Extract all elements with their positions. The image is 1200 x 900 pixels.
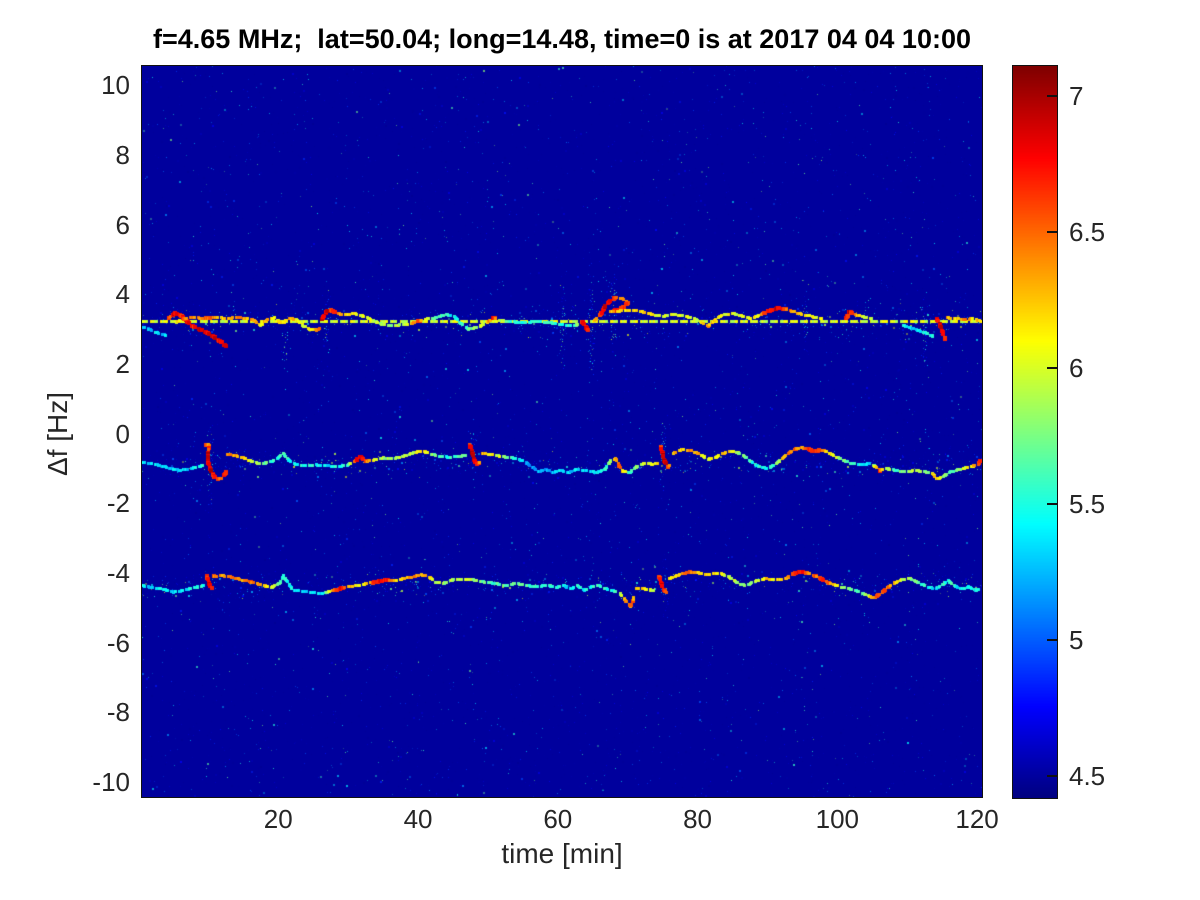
colorbar-tick-mark — [1047, 503, 1057, 506]
y-tick-label: 10 — [101, 70, 130, 101]
colorbar-tick-label: 4.5 — [1069, 761, 1106, 792]
y-tick-label: 6 — [115, 209, 130, 240]
plot-area — [141, 65, 983, 798]
y-tick-label: -10 — [92, 767, 130, 798]
colorbar-tick-mark — [1047, 94, 1057, 97]
x-tick-label: 40 — [403, 804, 433, 834]
colorbar-tick-mark — [1047, 639, 1057, 642]
y-tick-label: -8 — [106, 697, 130, 728]
colorbar-tick-mark — [1047, 230, 1057, 233]
y-tick-label: 4 — [115, 279, 130, 310]
x-tick-label: 80 — [683, 804, 713, 834]
colorbar-tick-label: 6.5 — [1069, 216, 1106, 247]
colorbar-tick-mark — [1047, 367, 1057, 370]
y-tick-label: 2 — [115, 348, 130, 379]
colorbar-tick-label: 6 — [1069, 353, 1084, 384]
plot-title: f=4.65 MHz; lat=50.04; long=14.48, time=… — [153, 24, 971, 54]
y-tick-label: 8 — [115, 139, 130, 170]
y-tick-label: -4 — [106, 557, 130, 588]
colorbar-tick-label: 7 — [1069, 80, 1084, 111]
spectrogram-canvas — [142, 66, 982, 797]
x-tick-label: 20 — [263, 804, 293, 834]
x-axis-label: time [min] — [501, 838, 623, 869]
y-tick-label: 0 — [115, 418, 130, 449]
y-tick-label: -6 — [106, 627, 130, 658]
colorbar-gradient — [1013, 66, 1057, 798]
x-tick-label: 100 — [815, 804, 860, 834]
y-tick-label: -2 — [106, 488, 130, 519]
x-tick-label: 120 — [955, 804, 999, 834]
colorbar-tick-mark — [1047, 775, 1057, 778]
colorbar-tick-label: 5 — [1069, 625, 1084, 656]
colorbar — [1012, 65, 1058, 799]
x-tick-label: 60 — [543, 804, 573, 834]
colorbar-tick-label: 5.5 — [1069, 489, 1106, 520]
